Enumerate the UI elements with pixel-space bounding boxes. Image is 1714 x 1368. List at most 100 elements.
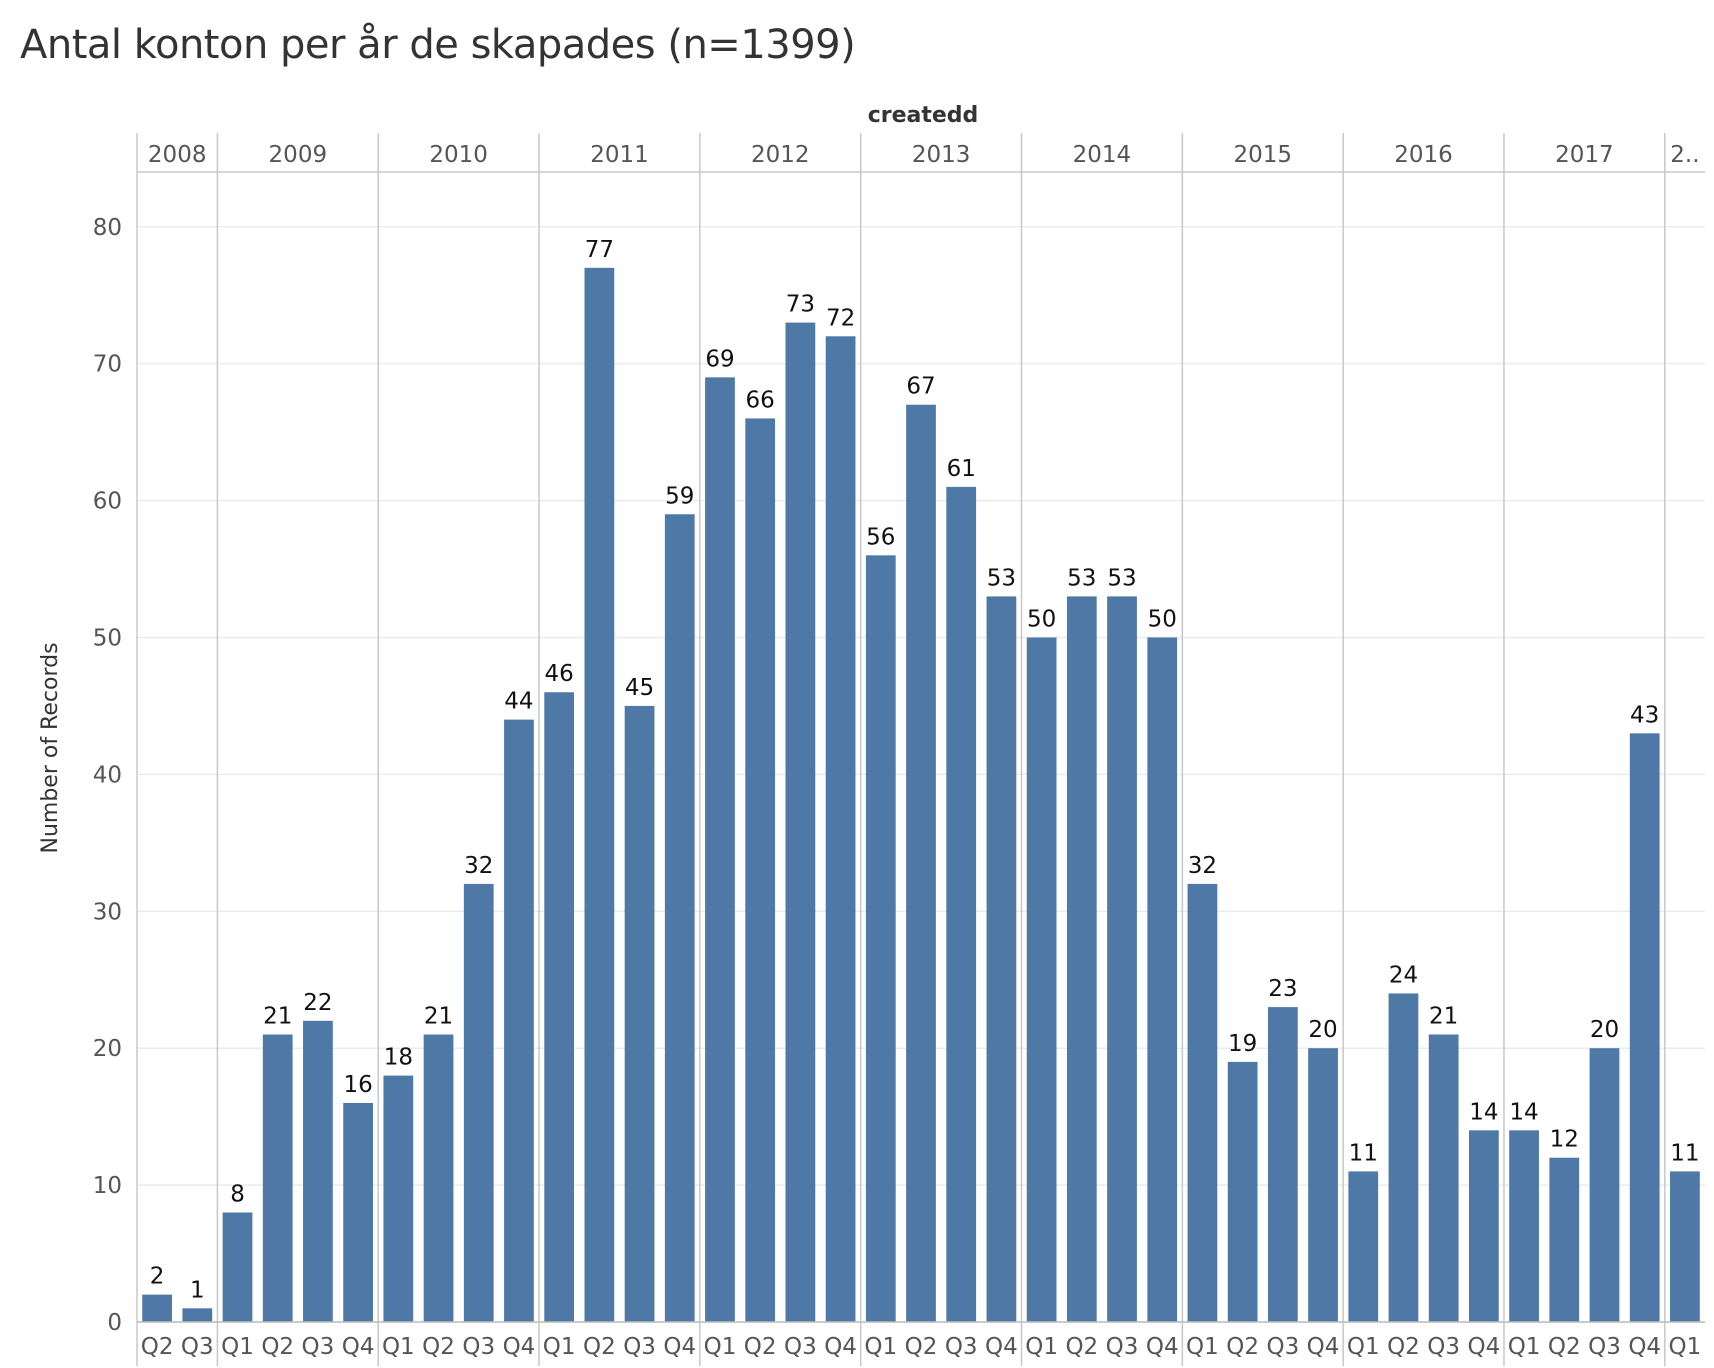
quarter-label: Q3	[1266, 1334, 1299, 1360]
quarter-label: Q1	[1669, 1334, 1702, 1360]
data-label: 12	[1550, 1127, 1579, 1153]
quarter-label: Q3	[302, 1334, 335, 1360]
quarter-label: Q2	[141, 1334, 174, 1360]
data-label: 21	[1429, 1004, 1458, 1030]
y-tick-label: 40	[93, 762, 122, 788]
quarter-label: Q1	[704, 1334, 737, 1360]
y-tick-label: 0	[107, 1310, 122, 1336]
data-label: 66	[746, 387, 775, 413]
bar	[504, 719, 534, 1322]
bar	[463, 883, 494, 1322]
bar	[343, 1102, 374, 1322]
bar	[142, 1294, 172, 1322]
bar	[1026, 637, 1057, 1322]
quarter-label: Q3	[623, 1334, 656, 1360]
data-label: 1	[190, 1277, 205, 1303]
quarter-label: Q2	[1387, 1334, 1420, 1360]
bar	[1187, 883, 1218, 1322]
data-label: 2	[150, 1264, 165, 1290]
year-label: 2009	[269, 142, 328, 168]
data-label: 21	[263, 1004, 292, 1030]
data-label: 45	[625, 675, 654, 701]
data-label: 14	[1469, 1099, 1498, 1125]
bar	[1388, 993, 1419, 1322]
y-tick-label: 60	[93, 489, 122, 515]
data-label: 50	[1027, 606, 1056, 632]
quarter-label: Q4	[824, 1334, 857, 1360]
y-tick-label: 70	[93, 352, 122, 378]
data-label: 14	[1509, 1099, 1538, 1125]
quarter-label: Q2	[583, 1334, 616, 1360]
bar	[262, 1034, 293, 1322]
quarter-label: Q2	[261, 1334, 294, 1360]
bar	[303, 1020, 333, 1322]
bar	[745, 418, 776, 1322]
quarter-label: Q1	[1025, 1334, 1058, 1360]
y-tick-label: 20	[93, 1036, 122, 1062]
data-label: 32	[464, 853, 493, 879]
bar	[906, 404, 936, 1322]
data-label: 72	[826, 305, 855, 331]
data-label: 43	[1630, 702, 1659, 728]
quarter-label: Q2	[905, 1334, 938, 1360]
year-header: createdd 2008 2009 2010 2011 2012 2013 2014 201…	[136, 103, 1705, 1366]
data-label: 20	[1308, 1017, 1337, 1043]
bar	[1348, 1171, 1379, 1322]
year-label: 2017	[1555, 142, 1614, 168]
quarter-label: Q2	[1548, 1334, 1581, 1360]
data-label: 44	[504, 689, 533, 715]
y-tick-label: 50	[93, 625, 122, 651]
quarter-label: Q4	[503, 1334, 536, 1360]
y-axis: Number of Records 0 10 20 30 40 50 60 70 80	[38, 215, 122, 1336]
quarter-label: Q4	[663, 1334, 696, 1360]
bar	[624, 705, 655, 1322]
year-label: 2015	[1233, 142, 1292, 168]
x-axis: Q2 Q3 Q1 Q2 Q3 Q4 Q1 Q2 Q3 Q4 Q1 Q2 Q3 Q4 Q1 Q2 Q3 Q4 Q1 Q2…	[137, 1321, 1705, 1360]
bar	[946, 486, 977, 1322]
y-tick-label: 30	[93, 899, 122, 925]
data-label: 69	[705, 346, 734, 372]
bar	[1670, 1171, 1700, 1322]
quarter-label: Q4	[1146, 1334, 1179, 1360]
column-header-title: createdd	[868, 103, 979, 128]
bar	[222, 1212, 253, 1322]
bar	[1147, 637, 1178, 1322]
year-label: 2008	[148, 142, 207, 168]
bar	[865, 555, 896, 1322]
quarter-label: Q1	[543, 1334, 576, 1360]
bar	[584, 267, 615, 1322]
data-label: 53	[1067, 565, 1096, 591]
data-label: 24	[1389, 962, 1418, 988]
data-label: 46	[545, 661, 574, 687]
year-label: 2013	[912, 142, 971, 168]
year-label: 2012	[751, 142, 810, 168]
bar	[1267, 1007, 1298, 1322]
data-label: 32	[1188, 853, 1217, 879]
quarter-label: Q2	[1226, 1334, 1259, 1360]
bar	[1107, 596, 1137, 1322]
data-labels: 2182122161821324446774559696673725667615…	[150, 237, 1700, 1303]
year-label: 2014	[1073, 142, 1132, 168]
y-tick-label: 10	[93, 1173, 122, 1199]
quarter-label: Q1	[1508, 1334, 1541, 1360]
quarter-label: Q4	[1628, 1334, 1661, 1360]
quarter-label: Q3	[462, 1334, 495, 1360]
quarter-label: Q3	[1588, 1334, 1621, 1360]
data-label: 73	[786, 292, 815, 318]
bar	[785, 322, 816, 1323]
data-label: 11	[1670, 1140, 1699, 1166]
quarter-label: Q1	[864, 1334, 897, 1360]
data-label: 20	[1590, 1017, 1619, 1043]
quarter-label: Q3	[784, 1334, 817, 1360]
data-label: 53	[987, 565, 1016, 591]
data-label: 19	[1228, 1031, 1257, 1057]
bar	[1227, 1061, 1258, 1322]
bar	[825, 336, 856, 1322]
data-label: 61	[947, 456, 976, 482]
data-label: 77	[585, 237, 614, 263]
y-axis-title: Number of Records	[38, 642, 63, 853]
year-label: 2..	[1670, 142, 1699, 168]
bar	[664, 514, 695, 1322]
year-label: 2010	[429, 142, 488, 168]
